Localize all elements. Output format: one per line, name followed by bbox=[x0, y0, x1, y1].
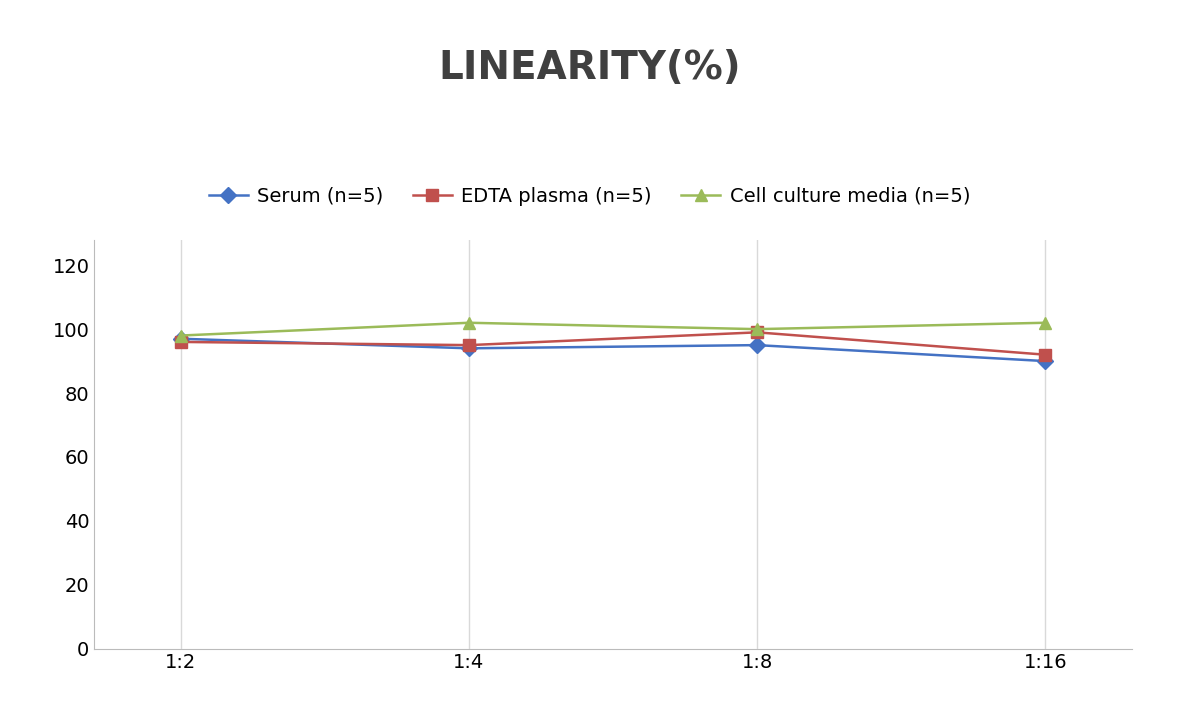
Legend: Serum (n=5), EDTA plasma (n=5), Cell culture media (n=5): Serum (n=5), EDTA plasma (n=5), Cell cul… bbox=[200, 179, 979, 214]
Cell culture media (n=5) bbox=[462, 319, 476, 327]
Line: EDTA plasma (n=5): EDTA plasma (n=5) bbox=[176, 327, 1050, 360]
Text: LINEARITY(%): LINEARITY(%) bbox=[439, 49, 740, 87]
Serum (n=5) bbox=[1039, 357, 1053, 365]
Cell culture media (n=5) bbox=[1039, 319, 1053, 327]
EDTA plasma (n=5) bbox=[173, 338, 187, 346]
Cell culture media (n=5) bbox=[750, 325, 764, 333]
EDTA plasma (n=5) bbox=[1039, 350, 1053, 359]
Serum (n=5) bbox=[173, 334, 187, 343]
Serum (n=5) bbox=[462, 344, 476, 352]
EDTA plasma (n=5) bbox=[462, 341, 476, 350]
Line: Serum (n=5): Serum (n=5) bbox=[176, 333, 1050, 367]
Cell culture media (n=5) bbox=[173, 331, 187, 340]
Line: Cell culture media (n=5): Cell culture media (n=5) bbox=[176, 317, 1050, 341]
EDTA plasma (n=5) bbox=[750, 328, 764, 336]
Serum (n=5) bbox=[750, 341, 764, 350]
